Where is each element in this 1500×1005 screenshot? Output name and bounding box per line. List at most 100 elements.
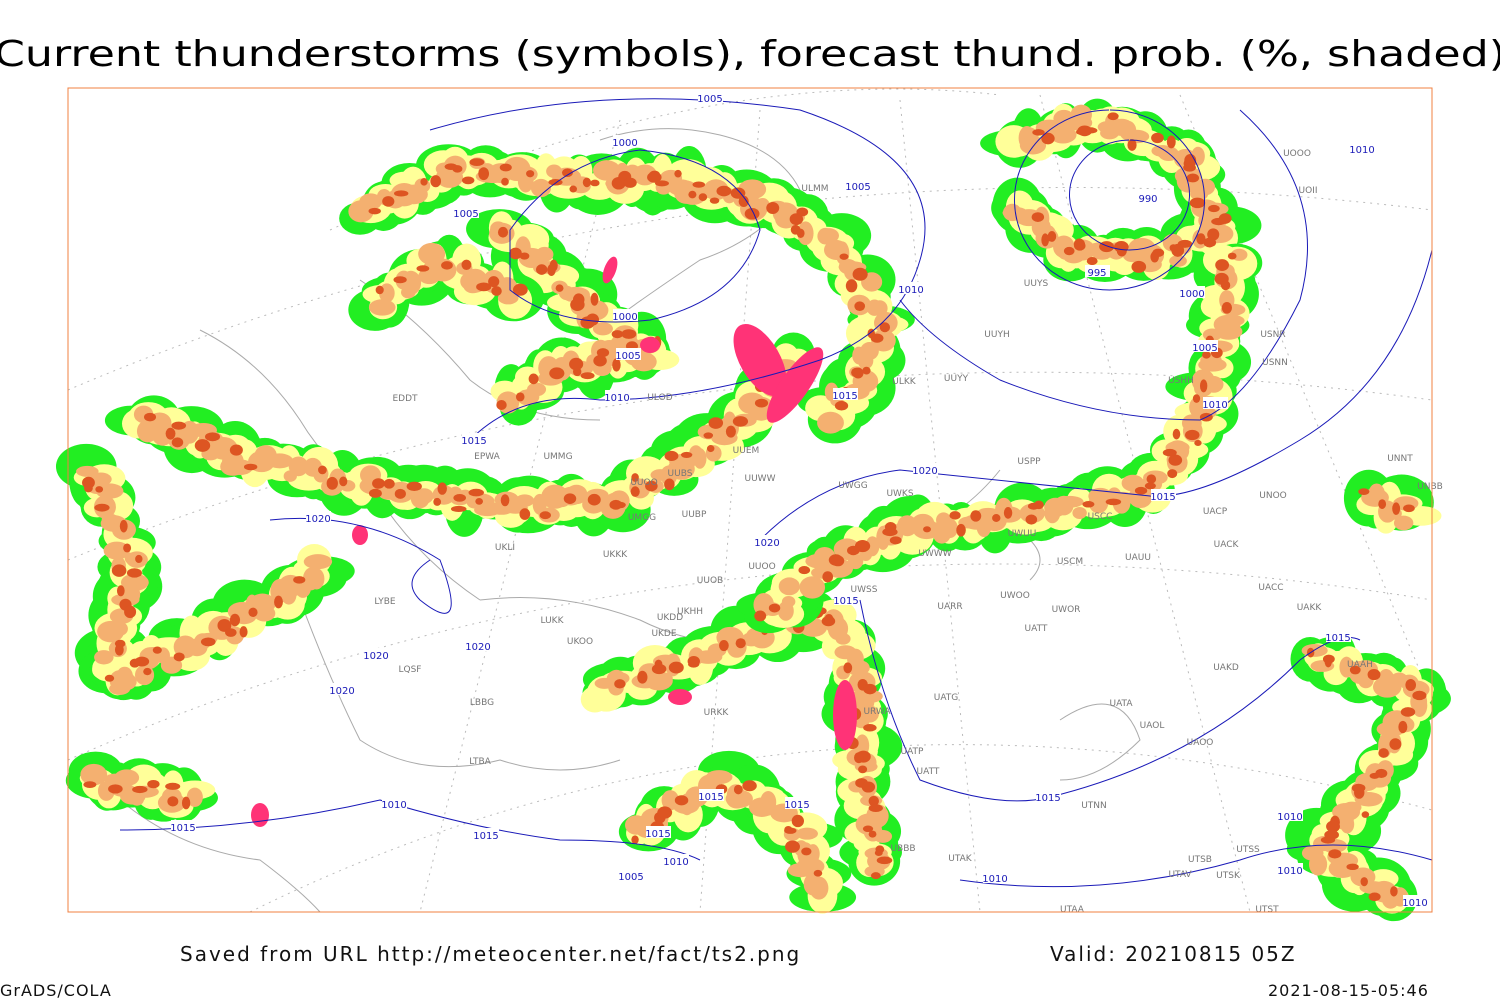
thunderstorm-symbol [352,525,368,545]
shade-cell [680,451,693,459]
shade-cell [383,478,395,489]
shade-cell [835,633,851,645]
shade-cell [861,781,876,793]
shade-cell [1367,669,1381,681]
shade-cell [171,437,184,448]
thunderstorm-symbol [668,689,692,705]
isobar-label: 1010 [1349,145,1374,156]
isobar-label: 1010 [898,285,923,296]
shade-cell [732,416,749,427]
shade-cell [114,769,140,787]
station-code: UKLI [495,543,515,553]
isobar-label-bg [1036,790,1061,802]
isobar-label: 1000 [612,138,637,149]
shade-cell [1019,136,1047,155]
isobar-label: 1015 [461,436,486,447]
shade-cell [475,498,483,505]
station-code: ULKK [892,377,917,387]
shade-cell [824,613,834,626]
isobar-line [269,517,452,614]
shade-cell [1354,786,1365,799]
isobar-label: 1020 [754,538,779,549]
shade-cell [303,554,333,570]
valid-time: Valid: 20210815 05Z [1050,942,1297,966]
shade-cell [393,276,407,284]
shade-cell [1107,112,1119,121]
shade-cell [450,505,467,513]
station-code: UUBS [668,469,693,479]
shade-cell [1227,252,1237,260]
shade-cell [668,661,684,674]
shade-cell [637,670,648,684]
shade-cell [509,247,522,260]
shade-cell [549,367,565,380]
station-code: UTAV [1168,870,1192,880]
shade-cell [1340,815,1355,834]
shade-cell [95,483,124,499]
station-code: UMGG [628,513,656,523]
shade-cell [755,198,770,214]
shade-cell [1376,721,1405,737]
station-code: UNNT [1387,454,1413,464]
map-title: Current thunderstorms (symbols), forecas… [0,34,1500,75]
shade-cell [1123,129,1150,144]
shade-cell [372,478,385,489]
isobar-label: 1020 [465,642,490,653]
shade-cell [519,252,530,260]
shade-cell [561,168,573,177]
station-code: UTST [1255,905,1279,915]
shade-cell [876,856,893,865]
station-code: UWSS [851,585,878,595]
shade-cell [132,785,148,794]
shade-cell [186,787,203,807]
isobar-label-bg [613,309,638,321]
shade-cell [654,180,669,187]
shade-cell [519,508,531,520]
shade-cell [1122,248,1144,263]
thunderstorm-symbol [733,323,787,397]
isobar-label-bg [1151,489,1176,501]
meridian [419,119,621,913]
station-code: ULMM [801,184,828,194]
shade-cell [570,298,585,312]
isobar-label-bg [664,854,689,866]
shade-cell [1405,679,1417,692]
isobar-label: 990 [1138,194,1157,205]
shade-cell [843,662,853,674]
station-code: UTSS [1236,845,1260,855]
shade-cell [1146,474,1157,484]
station-code: UATT [1025,624,1048,634]
shade-cell [805,553,833,569]
isobar-label: 1005 [618,872,643,883]
station-code: UAOO [1187,738,1214,748]
shade-cell [708,417,724,429]
shade-cell [84,483,93,493]
shade-cell [949,511,961,520]
shade-cell [799,576,826,599]
shade-cell [1186,175,1198,183]
shade-cell [441,261,453,270]
isobar-label-bg [699,789,724,801]
shade-cell [586,313,599,326]
shade-cell [796,827,818,840]
isobar-label-bg [846,179,871,191]
shade-cell [590,179,600,187]
shade-cell [295,461,320,473]
shade-cell [126,568,143,578]
shade-cell [653,672,673,684]
shade-cell [777,601,794,621]
shade-cell [1328,858,1357,879]
station-code: UAUU [1125,553,1151,563]
shade-cell [266,453,294,469]
station-code: UARR [937,602,962,612]
probability-shading [55,98,1451,922]
station-code: UACP [1203,507,1228,517]
shade-cell [1070,104,1092,125]
shade-cell [135,554,143,564]
shade-cell [1208,204,1220,213]
shade-cell [1113,241,1129,253]
isobar-label: 1020 [912,466,937,477]
isobar-label: 1005 [1192,343,1217,354]
isobar-label-bg [605,390,630,402]
isobar-label: 1020 [305,514,330,525]
